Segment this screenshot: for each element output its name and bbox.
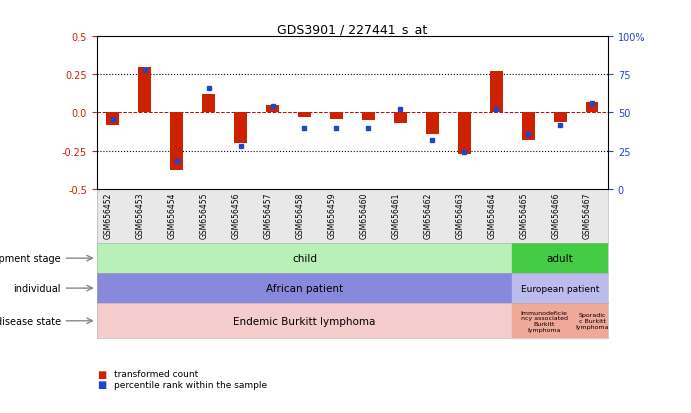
Bar (170, 113, 183, 171)
Bar (138, 68, 151, 113)
Text: GSM656453: GSM656453 (135, 192, 144, 238)
Bar (106, 113, 119, 126)
Text: individual: individual (13, 283, 61, 293)
Bar (97, 273, 512, 304)
Bar (522, 113, 535, 140)
Bar (97, 304, 512, 339)
Text: GSM656461: GSM656461 (391, 192, 400, 238)
Bar (234, 113, 247, 144)
Text: GSM656457: GSM656457 (263, 192, 272, 238)
Bar (298, 113, 311, 118)
Text: European patient: European patient (521, 284, 599, 293)
Bar (426, 113, 439, 135)
Bar (576, 304, 608, 339)
Bar (586, 102, 598, 113)
Text: Sporadic
c Burkitt
lymphoma: Sporadic c Burkitt lymphoma (576, 313, 609, 329)
Text: GSM656454: GSM656454 (168, 192, 177, 238)
Text: GSM656464: GSM656464 (487, 192, 496, 238)
Text: percentile rank within the sample: percentile rank within the sample (114, 380, 267, 389)
Bar (553, 113, 567, 122)
Text: development stage: development stage (0, 254, 61, 263)
Text: GSM656452: GSM656452 (104, 192, 113, 238)
Text: GSM656455: GSM656455 (200, 192, 209, 238)
Text: GSM656467: GSM656467 (583, 192, 592, 238)
Text: Endemic Burkitt lymphoma: Endemic Burkitt lymphoma (234, 316, 376, 326)
Text: GSM656462: GSM656462 (424, 192, 433, 238)
Text: disease state: disease state (0, 316, 61, 326)
Text: GSM656465: GSM656465 (519, 192, 528, 238)
Text: Immunodeficie
ncy associated
Burkitt
lymphoma: Immunodeficie ncy associated Burkitt lym… (520, 310, 568, 332)
Text: GSM656458: GSM656458 (296, 192, 305, 238)
Bar (362, 113, 375, 121)
Title: GDS3901 / 227441_s_at: GDS3901 / 227441_s_at (277, 23, 428, 36)
Text: GSM656459: GSM656459 (328, 192, 337, 238)
Text: adult: adult (547, 254, 574, 263)
Bar (202, 95, 215, 113)
Bar (330, 113, 343, 119)
Text: GSM656460: GSM656460 (359, 192, 368, 238)
Bar (512, 244, 608, 273)
Bar (458, 113, 471, 154)
Text: ■: ■ (97, 379, 106, 389)
Bar (394, 113, 407, 124)
Text: child: child (292, 254, 317, 263)
Text: African patient: African patient (266, 283, 343, 293)
Text: GSM656456: GSM656456 (231, 192, 240, 238)
Text: ■: ■ (97, 369, 106, 379)
Text: transformed count: transformed count (114, 369, 198, 378)
Bar (490, 72, 502, 113)
Bar (512, 304, 576, 339)
Bar (512, 273, 608, 304)
Bar (97, 244, 512, 273)
Bar (266, 106, 279, 113)
Text: GSM656463: GSM656463 (455, 192, 464, 238)
Text: GSM656466: GSM656466 (551, 192, 560, 238)
